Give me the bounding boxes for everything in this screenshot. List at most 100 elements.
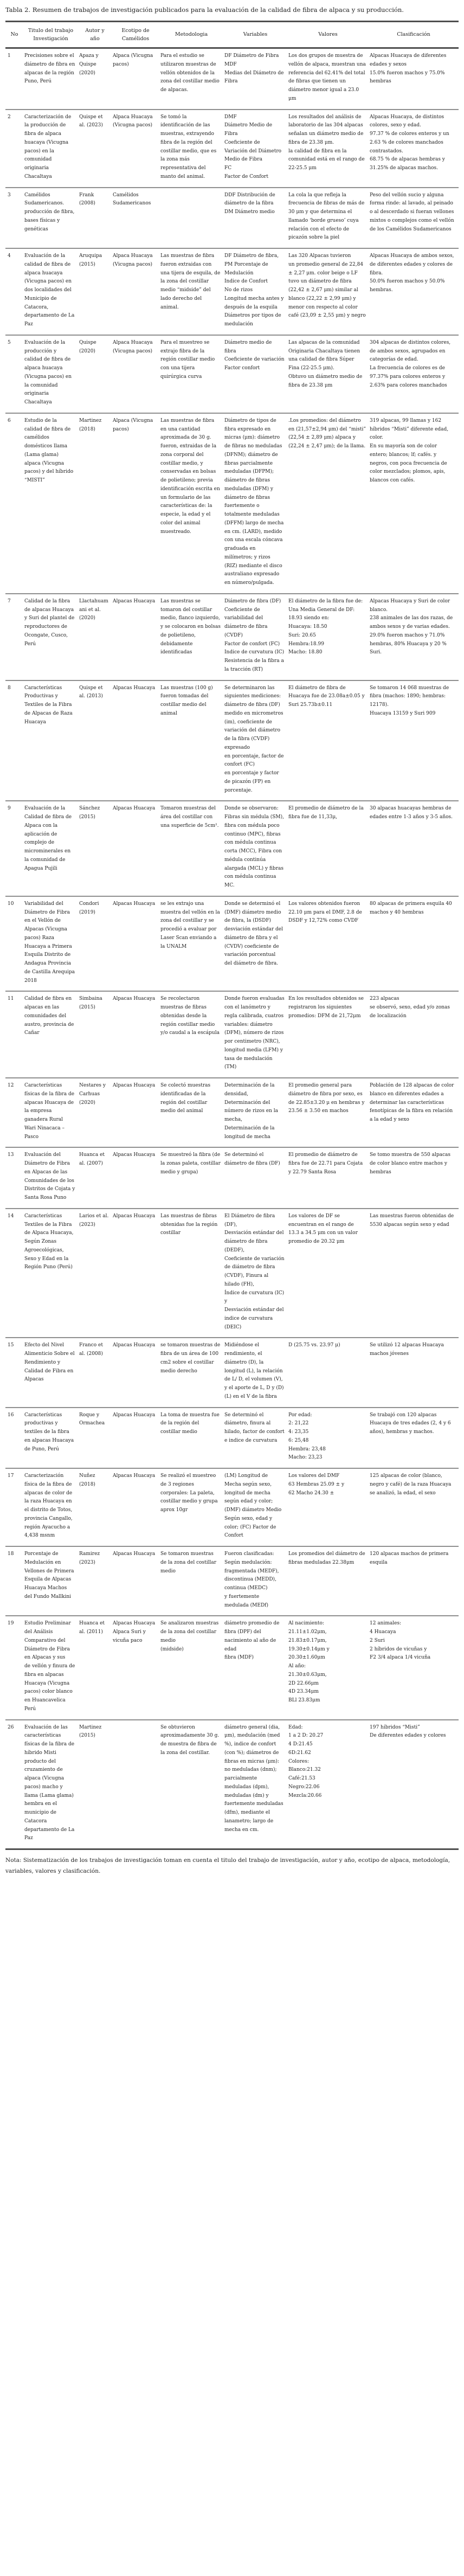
cell-clasificacion: Se trabajó con 120 alpacas Huacaya de tr… xyxy=(369,1406,459,1469)
cell-no: 12 xyxy=(5,1077,23,1148)
table-header: No Titulo del trabajo Investigación Autor … xyxy=(5,21,459,49)
cell-no: 4 xyxy=(5,248,23,335)
cell-no: 10 xyxy=(5,895,23,992)
cell-clasificacion: Población de 128 alpacas de color blanco… xyxy=(369,1077,459,1148)
cell-autor: Martinez (2018) xyxy=(78,412,112,594)
cell-titulo: Evaluación de la Calidad de fibra de Alp… xyxy=(23,800,78,896)
column-header-titulo: Titulo del trabajo Investigación xyxy=(23,21,78,49)
table-row: 11 Calidad de fibra en alpacas en las com… xyxy=(5,991,459,1078)
cell-titulo: Características productivas y textiles d… xyxy=(23,1406,78,1469)
cell-ecotipo: Alpacas Huacaya xyxy=(112,1406,159,1469)
cell-valores: Los dos grupos de muestra de vellón de a… xyxy=(288,53,366,101)
cell-metodologia: Se analizaron muestras de la zona del co… xyxy=(159,1615,223,1720)
cell-no: 19 xyxy=(5,1615,23,1720)
table-row: 12 Características físicas de la fibra de… xyxy=(5,1077,459,1148)
table-row: 4 Evaluación de la calidad de fibra de al… xyxy=(5,248,459,335)
cell-valores: En los resultados obtenidos se registrar… xyxy=(287,991,369,1078)
cell-clasificacion: 304 alpacas de distintos colores, de amb… xyxy=(369,334,459,413)
table-row: 13 Evaluación del Diámetro de Fibra en Al… xyxy=(5,1147,459,1209)
table-row: 6 Estudio de la calidad de fibra de camél… xyxy=(5,412,459,594)
cell-variables: Diámetro de fibra (DF) Coeficiente de va… xyxy=(223,593,287,680)
cell-ecotipo: Alpacas Huacaya xyxy=(112,1546,159,1616)
cell-valores: .Los promedios: del diámetro en (21,57±2… xyxy=(287,412,369,594)
cell-ecotipo: Camélidos Sudamericanos xyxy=(112,187,159,249)
cell-no: 7 xyxy=(5,593,23,680)
cell-autor: Huanca et al. (2007) xyxy=(78,1147,112,1209)
cell-autor: Condori (2019) xyxy=(78,895,112,992)
cell-no: 13 xyxy=(5,1147,23,1209)
column-header-no: No xyxy=(5,21,23,49)
cell-titulo: Camélidos Sudamericanos. producción de f… xyxy=(23,187,78,249)
cell-no: 5 xyxy=(5,334,23,413)
cell-valores: El promedio de diámetro de fibra fue de … xyxy=(287,1147,369,1209)
cell-ecotipo: Alpacas Huacaya xyxy=(112,800,159,896)
cell-valores: Los valores obtenidos fueron 22.10 μm pa… xyxy=(287,895,369,992)
cell-variables: Donde se determinó el (DMF) diámetro med… xyxy=(223,895,287,992)
cell-titulo: Evaluación de la producción y calidad de… xyxy=(23,334,78,413)
cell-autor: Apaza y Quispe (2020) xyxy=(79,53,99,76)
cell-clasificacion: Alpacas Huacaya, de distintos colores, s… xyxy=(369,108,459,188)
cell-no: 26 xyxy=(5,1719,23,1849)
table-row: 10 Variabilidad del Diámetro de Fibra en … xyxy=(5,895,459,992)
cell-ecotipo: Alpacas Huacaya xyxy=(112,1077,159,1148)
cell-clasificacion: 80 alpacas de primera esquila 40 machos … xyxy=(369,895,459,992)
cell-metodologia: Se obtuvieron aproximadamente 30 g. de m… xyxy=(159,1719,223,1849)
table-note: Nota: Sistematización de los trabajos de… xyxy=(5,1857,450,1875)
cell-no: 3 xyxy=(5,187,23,249)
cell-titulo: Características físicas de la fibra de a… xyxy=(23,1077,78,1148)
cell-variables: Donde fueron evaluadas con el lanómetro … xyxy=(223,991,287,1078)
cell-variables: Se determinó el diámetro, finura al hila… xyxy=(223,1406,287,1469)
cell-titulo: Características Productivas y Textiles d… xyxy=(23,679,78,801)
cell-autor: Roque y Ormachea xyxy=(78,1406,112,1469)
cell-valores: Los resultados del análisis de laborator… xyxy=(287,108,369,188)
cell-clasificacion: Se tomo muestra de 550 alpacas de color … xyxy=(369,1147,459,1209)
cell-variables: DMF Diámetro Medio de Fibra Coeficiente … xyxy=(223,108,287,188)
table-row: 2 Caracterización de la producción de fib… xyxy=(5,108,459,188)
column-header-ecotipo: Ecotipo de Camélidos xyxy=(112,21,159,49)
cell-no: 14 xyxy=(5,1207,23,1338)
cell-metodologia: Tomaron muestras del área del costillar … xyxy=(159,800,223,896)
table-row: 16 Características productivas y textiles… xyxy=(5,1406,459,1469)
table-header-row: No Titulo del trabajo Investigación Autor … xyxy=(5,21,459,49)
table-row: 14 Características Textiles de la Fibra d… xyxy=(5,1207,459,1338)
cell-autor: Ramirez (2023) xyxy=(78,1546,112,1616)
cell-titulo: Evaluación de la calidad de fibra de alp… xyxy=(23,248,78,335)
cell-titulo: Variabilidad del Diámetro de Fibra en el… xyxy=(23,895,78,992)
cell-ecotipo: Alpacas Huacaya xyxy=(112,1337,159,1408)
table-row: 26 Evaluación de las características físi… xyxy=(5,1719,459,1849)
cell-autor: Sánchez (2015) xyxy=(78,800,112,896)
cell-variables: Donde se observaron: Fibras sin médula (… xyxy=(223,800,287,896)
cell-clasificacion: 120 alpacas machos de primera esquila xyxy=(369,1546,459,1616)
cell-ecotipo: Alpacas Huacaya xyxy=(112,1468,159,1547)
table-body: 1 Precisiones sobre el diámetro de fibra … xyxy=(5,48,459,1849)
cell-variables: Diámetro de tipos de fibra expresado en … xyxy=(223,412,287,594)
table-row: 1 Precisiones sobre el diámetro de fibra … xyxy=(5,48,459,110)
cell-titulo: Caracterización de la producción de fibr… xyxy=(23,108,78,188)
column-header-autor: Autor y año xyxy=(78,21,112,49)
cell-autor: Franco et al. (2008) xyxy=(78,1337,112,1408)
cell-no: 11 xyxy=(5,991,23,1078)
cell-valores: Las alpacas de la comunidad Originaria C… xyxy=(287,334,369,413)
cell-metodologia: Para el muestreo se extrajo fibra de la … xyxy=(159,334,223,413)
cell-variables: DF Diámetro de Fibra MDF Medias del Diám… xyxy=(224,53,284,85)
cell-metodologia: se tomaron muestras de fibra de un área … xyxy=(159,1337,223,1408)
cell-clasificacion: Peso del vellón sucio y alguna forma rin… xyxy=(369,187,459,249)
cell-ecotipo: Alpacas Huacaya xyxy=(112,991,159,1078)
cell-no: 2 xyxy=(5,108,23,188)
cell-clasificacion: 319 alpacas, 99 llamas y 162 híbridos “M… xyxy=(369,412,459,594)
cell-valores: Edad: 1 a 2 D: 20.27 4 D:21.45 6D:21.62 … xyxy=(287,1719,369,1849)
cell-metodologia: Las muestras de fibras obtenidas fue la … xyxy=(159,1207,223,1338)
cell-autor: Huanca et al. (2011) xyxy=(78,1615,112,1720)
cell-clasificacion: 197 híbridos “Misti” De diferentes edade… xyxy=(369,1719,459,1849)
cell-clasificacion: Se tomaron 14 068 muestras de fibra (mac… xyxy=(369,679,459,801)
cell-titulo: Calidad de la fibra de alpacas Huacaya y… xyxy=(23,593,78,680)
table-row: 17 Caracterización física de la fibra de … xyxy=(5,1468,459,1547)
cell-titulo: Estudio Preliminar del Análisis Comparat… xyxy=(23,1615,78,1720)
cell-autor: Nuñez (2018) xyxy=(78,1468,112,1547)
cell-clasificacion: 125 alpacas de color (blanco, negro y ca… xyxy=(369,1468,459,1547)
cell-autor: Aruquipa (2015) xyxy=(78,248,112,335)
cell-no: 6 xyxy=(5,412,23,594)
cell-ecotipo: Alpacas Huacaya xyxy=(112,1147,159,1209)
cell-valores: El promedio de diámetro de la fibra fue … xyxy=(287,800,369,896)
cell-ecotipo xyxy=(112,1719,159,1849)
